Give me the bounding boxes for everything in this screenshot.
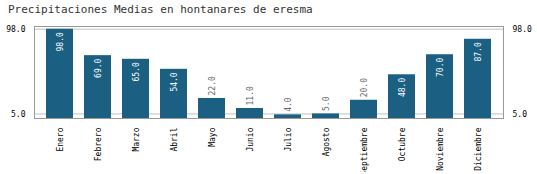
svg-text:Junio: Junio xyxy=(246,127,255,151)
svg-text:Enero: Enero xyxy=(56,127,65,151)
svg-text:98.0: 98.0 xyxy=(56,32,65,51)
svg-text:70.0: 70.0 xyxy=(436,58,445,77)
svg-text:69.0: 69.0 xyxy=(94,58,103,77)
svg-text:Diciembre: Diciembre xyxy=(474,127,483,171)
svg-text:Febrero: Febrero xyxy=(94,127,103,161)
svg-text:22.0: 22.0 xyxy=(208,76,217,95)
svg-text:Abril: Abril xyxy=(170,127,179,151)
svg-text:5.0: 5.0 xyxy=(322,96,331,111)
svg-text:Octubre: Octubre xyxy=(398,127,407,161)
svg-text:20.0: 20.0 xyxy=(360,78,369,97)
svg-text:5.0: 5.0 xyxy=(11,110,26,119)
svg-text:Agosto: Agosto xyxy=(322,127,331,156)
svg-text:48.0: 48.0 xyxy=(398,78,407,97)
svg-text:54.0: 54.0 xyxy=(170,72,179,91)
svg-text:Julio: Julio xyxy=(284,127,293,151)
svg-text:4.0: 4.0 xyxy=(284,97,293,112)
svg-text:Mayo: Mayo xyxy=(208,127,217,146)
svg-text:Septiembre: Septiembre xyxy=(360,127,369,172)
svg-text:65.0: 65.0 xyxy=(132,62,141,81)
svg-text:87.0: 87.0 xyxy=(474,42,483,61)
svg-text:11.0: 11.0 xyxy=(246,86,255,105)
html-text:Precipitaciones Medias en hont: Precipitaciones Medias en hontanares de … xyxy=(8,3,313,16)
svg-text:Noviembre: Noviembre xyxy=(436,127,445,171)
svg-text:5.0: 5.0 xyxy=(513,110,528,119)
svg-text:Marzo: Marzo xyxy=(132,127,141,151)
svg-text:98.0: 98.0 xyxy=(6,25,25,34)
svg-text:98.0: 98.0 xyxy=(513,25,532,34)
